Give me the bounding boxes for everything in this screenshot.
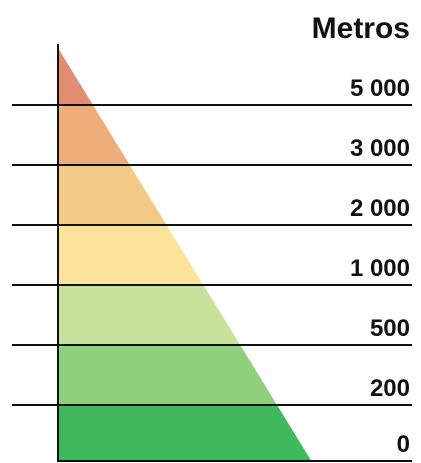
elevation-band [58,225,312,286]
level-label: 5 000 [350,75,410,102]
level-label: 0 [397,431,410,458]
level-label: 1 000 [350,255,410,282]
elevation-wedge [58,48,312,462]
level-label: 3 000 [350,135,410,162]
level-label: 500 [370,315,410,342]
elevation-band [58,345,312,406]
level-label: 200 [370,375,410,402]
elevation-band [58,48,312,106]
level-label: 2 000 [350,195,410,222]
elevation-band [58,165,312,226]
elevation-band [58,405,312,462]
legend-title: Metros [312,12,410,45]
elevation-band [58,285,312,346]
elevation-band [58,105,312,166]
